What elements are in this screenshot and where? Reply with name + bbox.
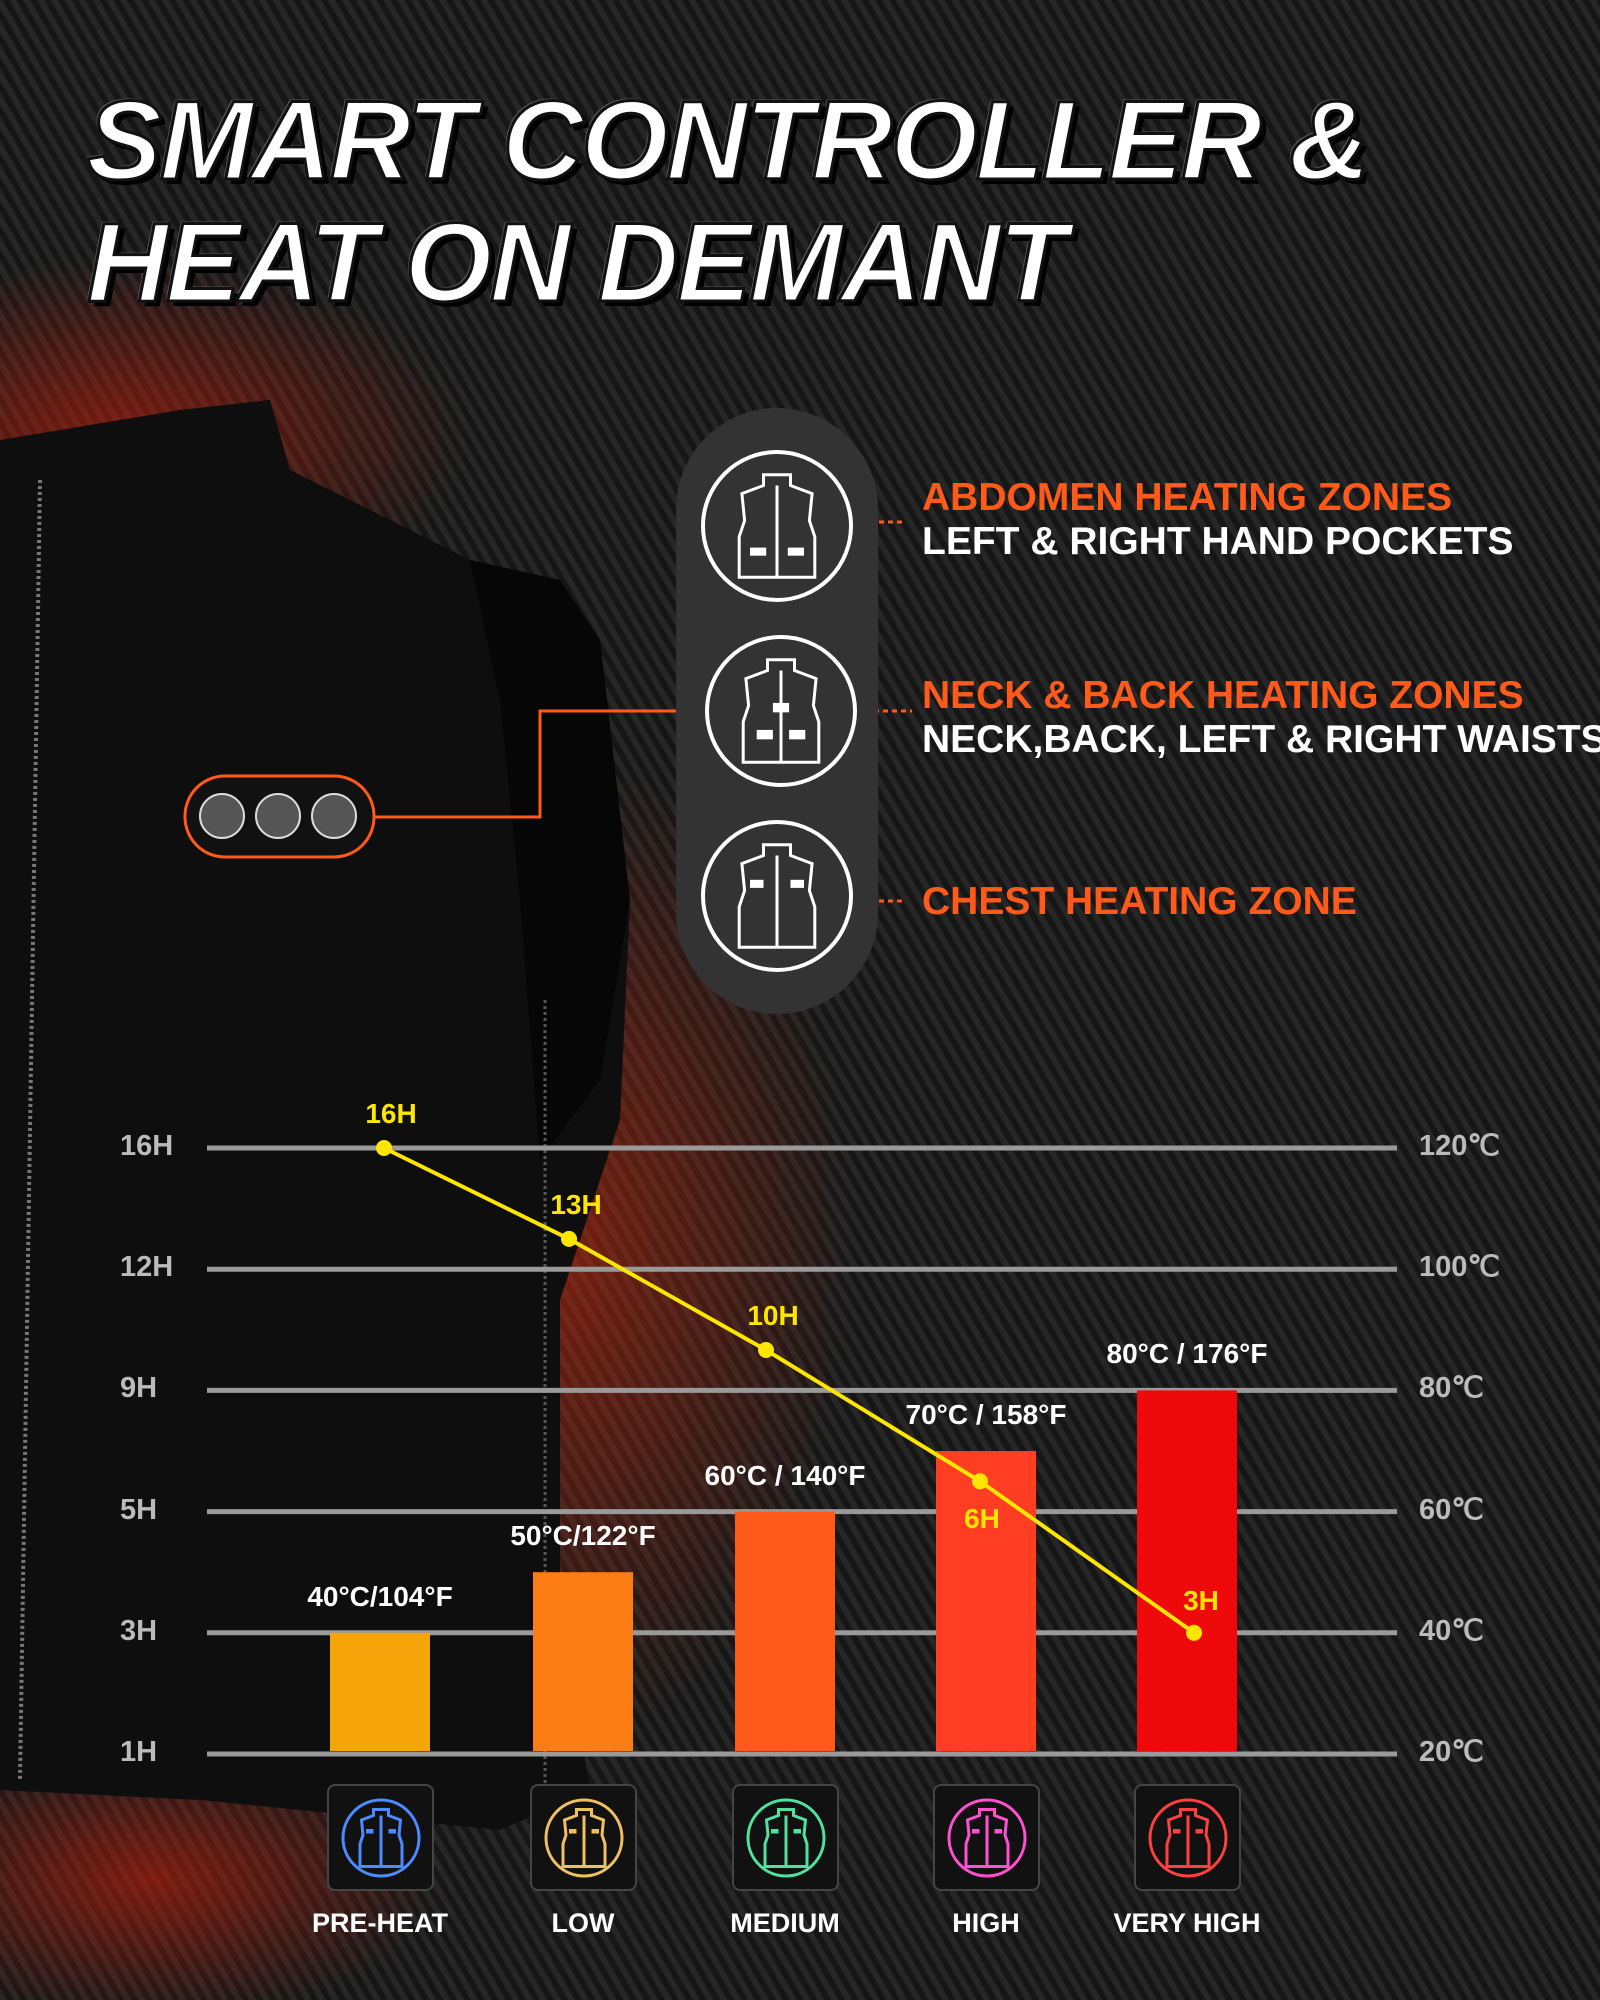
level-label: HIGH [952, 1908, 1020, 1938]
zone-subtitle: LEFT & RIGHT HAND POCKETS [922, 520, 1514, 563]
vest-level-icon [746, 1798, 825, 1877]
temperature-bar [1137, 1390, 1237, 1751]
vest-level-icon [947, 1798, 1026, 1877]
temperature-bar [936, 1451, 1036, 1751]
hours-point [561, 1230, 577, 1247]
left-axis-tick: 16H [120, 1130, 174, 1162]
hours-point [972, 1473, 988, 1490]
temperature-bar [533, 1572, 633, 1751]
hours-label: 3H [1183, 1584, 1219, 1616]
right-axis-tick: 120℃ [1419, 1130, 1500, 1162]
zone-neck-back: NECK & BACK HEATING ZONES NECK,BACK, LEF… [922, 674, 1600, 762]
hours-label: 16H [365, 1098, 417, 1129]
zone-abdomen: ABDOMEN HEATING ZONES LEFT & RIGHT HAND … [922, 476, 1514, 564]
vest-pockets-icon [701, 450, 853, 602]
zone-title: CHEST HEATING ZONE [922, 880, 1357, 923]
zone-title: NECK & BACK HEATING ZONES [922, 674, 1524, 717]
left-axis-tick: 12H [120, 1251, 174, 1284]
title-line-1: SMART CONTROLLER & [86, 78, 1372, 203]
hours-label: 6H [964, 1503, 1000, 1535]
temperature-label: 40°C/104°F [307, 1580, 453, 1612]
temperature-label: 50°C/122°F [510, 1520, 656, 1552]
temperature-label: 70°C / 158°F [905, 1399, 1067, 1430]
level-icon-box [327, 1784, 434, 1891]
zone-title: ABDOMEN HEATING ZONES [922, 476, 1453, 519]
vest-chest-icon [701, 820, 853, 972]
left-axis-tick: 1H [120, 1736, 158, 1768]
left-axis-tick: 9H [120, 1372, 158, 1405]
hours-point [758, 1342, 774, 1358]
level-icon-box [732, 1784, 839, 1891]
right-axis-tick: 100℃ [1419, 1251, 1500, 1284]
hours-point [1186, 1624, 1202, 1641]
temperature-label: 80°C / 176°F [1106, 1338, 1268, 1370]
controller [183, 774, 376, 859]
level-icon-box [933, 1784, 1040, 1891]
hours-label: 10H [747, 1300, 799, 1331]
vest-level-icon [341, 1798, 420, 1877]
vest-level-icon [1148, 1798, 1227, 1877]
right-axis-tick: 40℃ [1419, 1614, 1484, 1647]
level-icon-box [530, 1784, 637, 1891]
level-icon-box [1134, 1784, 1241, 1891]
left-axis-tick: 3H [120, 1614, 158, 1647]
level-label: PRE-HEAT [311, 1908, 448, 1938]
temperature-bar [330, 1632, 430, 1751]
left-axis-tick: 5H [120, 1493, 158, 1526]
level-label: VERY HIGH [1113, 1908, 1261, 1938]
temperature-label: 60°C / 140°F [704, 1459, 866, 1491]
level-label: MEDIUM [730, 1908, 840, 1938]
vest-level-icon [544, 1798, 623, 1877]
hours-point [376, 1140, 392, 1156]
title-line-2: HEAT ON DEMANT [86, 200, 1069, 325]
right-axis-tick: 80℃ [1419, 1372, 1484, 1405]
zone-subtitle: NECK,BACK, LEFT & RIGHT WAISTS [922, 718, 1600, 761]
vest-back-icon [705, 635, 857, 787]
level-label: LOW [551, 1908, 615, 1938]
hours-label: 13H [550, 1188, 602, 1220]
zone-chest: CHEST HEATING ZONE [922, 880, 1357, 924]
page-title: SMART CONTROLLER & HEAT ON DEMANT [86, 78, 1372, 325]
right-axis-tick: 20℃ [1419, 1736, 1484, 1768]
right-axis-tick: 60℃ [1419, 1493, 1484, 1526]
temperature-bar [735, 1511, 835, 1751]
